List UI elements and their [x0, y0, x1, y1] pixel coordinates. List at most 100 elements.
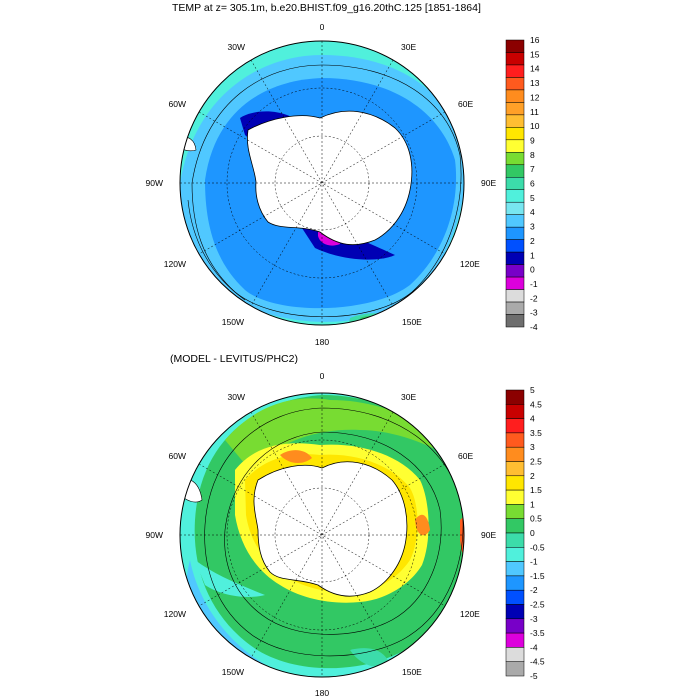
lon-label: 180 [315, 337, 329, 347]
lon-label: 150E [402, 667, 422, 677]
colorbar-tick-label: 4 [530, 207, 535, 217]
colorbar-tick-label: 0 [530, 265, 535, 275]
colorbar-tick-label: -5 [530, 671, 538, 681]
colorbar-swatch [505, 404, 525, 419]
lon-label: 60W [169, 99, 186, 109]
colorbar-swatch [505, 177, 525, 190]
colorbar-swatch [505, 152, 525, 166]
colorbar-swatch [505, 647, 525, 662]
panel-2-lon-labels: 0 30E 60E 90E 120E 150E 180 150W 120W 90… [146, 371, 497, 698]
lon-label: 30E [401, 42, 416, 52]
colorbar-tick-label: 1.5 [530, 485, 542, 495]
colorbar-swatch [505, 64, 525, 78]
lon-label: 120W [164, 259, 186, 269]
lon-label: 120W [164, 609, 186, 619]
colorbar-tick-label: 2 [530, 236, 535, 246]
colorbar-tick-label: 10 [530, 121, 540, 131]
colorbar-tick-label: 2 [530, 471, 535, 481]
lon-label: 0 [320, 371, 325, 381]
panel-2-title: (MODEL - LEVITUS/PHC2) [170, 353, 298, 365]
colorbar-swatch [505, 139, 525, 153]
colorbar-swatch [505, 226, 525, 240]
colorbar-swatch [505, 504, 525, 519]
colorbar-swatch [505, 77, 525, 91]
colorbar-tick-label: 1 [530, 250, 535, 260]
colorbar-tick-label: 5 [530, 385, 535, 395]
colorbar-swatch [505, 127, 525, 141]
colorbar-tick-label: 2.5 [530, 457, 542, 467]
colorbar-tick-label: -3 [530, 614, 538, 624]
lon-label: 90W [146, 178, 163, 188]
colorbar-swatch [505, 239, 525, 253]
colorbar-tick-label: 3 [530, 442, 535, 452]
panel-1-title: TEMP at z= 305.1m, b.e20.BHIST.f09_g16.2… [172, 2, 481, 14]
colorbar-swatch [505, 547, 525, 562]
colorbar-swatch [505, 604, 525, 620]
colorbar-tick-label: 15 [530, 49, 540, 59]
colorbar-tick-label: 12 [530, 92, 540, 102]
lon-label: 60E [458, 99, 473, 109]
colorbar-swatch [505, 214, 525, 228]
colorbar-tick-label: 4.5 [530, 399, 542, 409]
colorbar-swatch [505, 661, 525, 677]
lon-label: 120E [460, 609, 480, 619]
colorbar-swatch [505, 289, 525, 303]
colorbar-swatch [505, 314, 525, 328]
temperature-map [179, 40, 465, 326]
colorbar-tick-label: -2 [530, 585, 538, 595]
colorbar-swatch [505, 575, 525, 591]
colorbar-swatch [505, 561, 525, 577]
colorbar-swatch [505, 52, 525, 66]
colorbar-swatch [505, 264, 525, 278]
colorbar-tick-label: 1 [530, 499, 535, 509]
colorbar-tick-label: -1.5 [530, 571, 545, 581]
colorbar-swatch [505, 114, 525, 128]
colorbar-swatch [505, 432, 525, 448]
lon-label: 90E [481, 530, 496, 540]
lon-label: 90E [481, 178, 496, 188]
colorbar-swatch [505, 589, 525, 605]
lon-label: 180 [315, 688, 329, 698]
panel-1-lon-labels: 0 30E 60E 90E 120E 150E 180 150W 120W 90… [146, 22, 497, 347]
colorbar-tick-label: -3 [530, 308, 538, 318]
lon-label: 30E [401, 392, 416, 402]
lon-label: 30W [228, 392, 245, 402]
lon-label: 120E [460, 259, 480, 269]
lon-label: 90W [146, 530, 163, 540]
colorbar-tick-label: -2.5 [530, 600, 545, 610]
colorbar-tick-label: -0.5 [530, 542, 545, 552]
lon-label: 60W [169, 451, 186, 461]
colorbar-swatch [505, 461, 525, 477]
colorbar-swatch [505, 418, 525, 434]
colorbar-swatch [505, 189, 525, 203]
lon-label: 30W [228, 42, 245, 52]
colorbar-tick-label: 3 [530, 222, 535, 232]
colorbar-tick-label: 6 [530, 179, 535, 189]
colorbar-tick-label: 8 [530, 150, 535, 160]
colorbar-swatch [505, 251, 525, 265]
colorbar-tick-label: -4.5 [530, 657, 545, 667]
colorbar-tick-label: -3.5 [530, 628, 545, 638]
colorbar-swatch [505, 389, 525, 405]
colorbar-swatch [505, 201, 525, 215]
colorbar-swatch [505, 276, 525, 290]
colorbar-swatch [505, 518, 525, 534]
lon-label: 150W [222, 317, 244, 327]
colorbar-tick-label: 11 [530, 107, 539, 117]
colorbar-swatch [505, 532, 525, 548]
colorbar-tick-label: -1 [530, 279, 538, 289]
colorbar-tick-label: 0 [530, 528, 535, 538]
colorbar-swatch [505, 102, 525, 116]
colorbar-tick-label: -4 [530, 642, 538, 652]
lon-label: 150E [402, 317, 422, 327]
colorbar-swatch [505, 89, 525, 103]
colorbar-tick-label: 3.5 [530, 428, 542, 438]
colorbar-swatch [505, 446, 525, 462]
colorbar-tick-label: 16 [530, 35, 540, 45]
colorbar-tick-label: -4 [530, 322, 538, 332]
anomaly-map [179, 392, 465, 678]
colorbar-swatch [505, 618, 525, 634]
colorbar-tick-label: 13 [530, 78, 540, 88]
